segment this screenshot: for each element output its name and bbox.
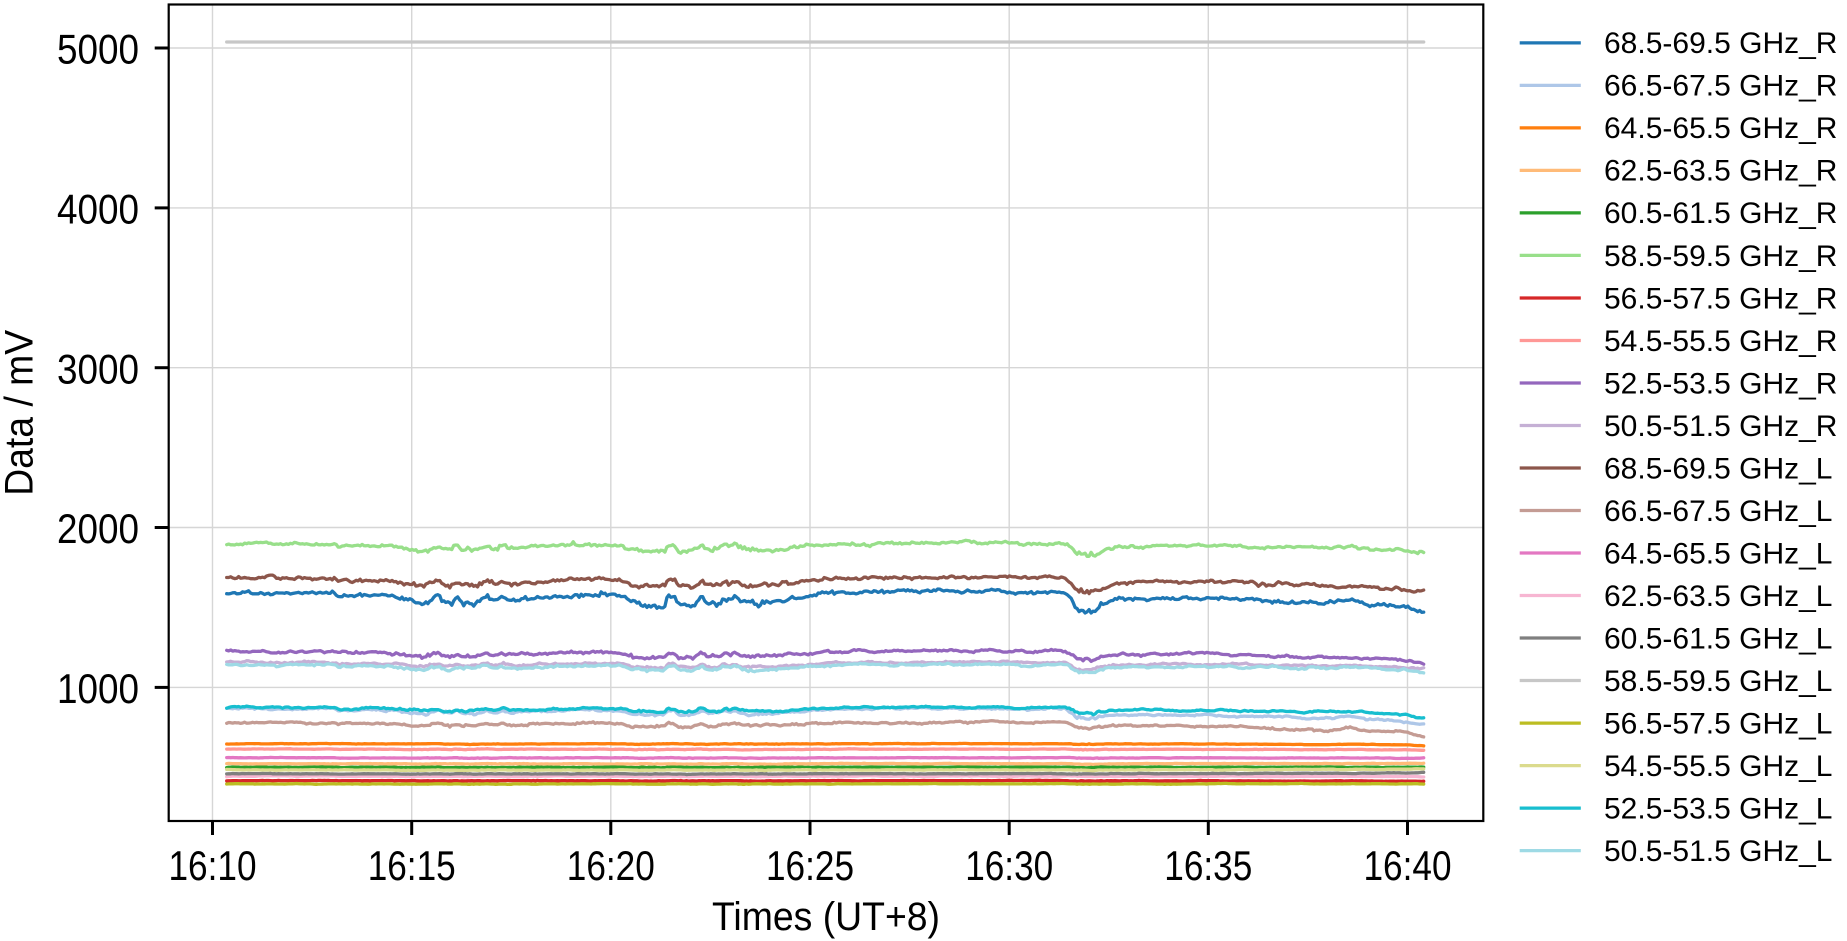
svg-text:16:20: 16:20 bbox=[567, 842, 655, 889]
svg-text:4000: 4000 bbox=[57, 186, 139, 233]
svg-text:60.5-61.5 GHz_R: 60.5-61.5 GHz_R bbox=[1604, 197, 1837, 230]
svg-text:56.5-57.5 GHz_L: 56.5-57.5 GHz_L bbox=[1604, 707, 1832, 740]
svg-text:16:15: 16:15 bbox=[368, 842, 456, 889]
svg-text:64.5-65.5 GHz_L: 64.5-65.5 GHz_L bbox=[1604, 537, 1832, 570]
svg-text:1000: 1000 bbox=[57, 665, 139, 712]
svg-text:66.5-67.5 GHz_R: 66.5-67.5 GHz_R bbox=[1604, 70, 1837, 103]
svg-text:56.5-57.5 GHz_R: 56.5-57.5 GHz_R bbox=[1604, 282, 1837, 315]
svg-text:52.5-53.5 GHz_L: 52.5-53.5 GHz_L bbox=[1604, 792, 1832, 825]
svg-text:58.5-59.5 GHz_L: 58.5-59.5 GHz_L bbox=[1604, 665, 1832, 698]
svg-text:64.5-65.5 GHz_R: 64.5-65.5 GHz_R bbox=[1604, 112, 1837, 145]
svg-text:50.5-51.5 GHz_L: 50.5-51.5 GHz_L bbox=[1604, 835, 1832, 868]
svg-text:2000: 2000 bbox=[57, 505, 139, 552]
svg-text:60.5-61.5 GHz_L: 60.5-61.5 GHz_L bbox=[1604, 622, 1832, 655]
svg-text:16:30: 16:30 bbox=[965, 842, 1053, 889]
svg-text:52.5-53.5 GHz_R: 52.5-53.5 GHz_R bbox=[1604, 367, 1837, 400]
svg-text:54.5-55.5 GHz_L: 54.5-55.5 GHz_L bbox=[1604, 750, 1832, 783]
svg-text:16:35: 16:35 bbox=[1164, 842, 1252, 889]
svg-text:Times (UT+8): Times (UT+8) bbox=[712, 895, 940, 939]
svg-text:50.5-51.5 GHz_R: 50.5-51.5 GHz_R bbox=[1604, 410, 1837, 443]
svg-text:62.5-63.5 GHz_L: 62.5-63.5 GHz_L bbox=[1604, 580, 1832, 613]
svg-text:16:40: 16:40 bbox=[1364, 842, 1452, 889]
svg-text:16:25: 16:25 bbox=[766, 842, 854, 889]
svg-text:62.5-63.5 GHz_R: 62.5-63.5 GHz_R bbox=[1604, 155, 1837, 188]
svg-text:16:10: 16:10 bbox=[169, 842, 257, 889]
svg-text:Data / mV: Data / mV bbox=[0, 330, 42, 496]
svg-text:54.5-55.5 GHz_R: 54.5-55.5 GHz_R bbox=[1604, 325, 1837, 358]
svg-text:66.5-67.5 GHz_L: 66.5-67.5 GHz_L bbox=[1604, 495, 1832, 528]
svg-text:68.5-69.5 GHz_L: 68.5-69.5 GHz_L bbox=[1604, 452, 1832, 485]
svg-text:3000: 3000 bbox=[57, 345, 139, 392]
svg-text:5000: 5000 bbox=[57, 26, 139, 73]
svg-text:68.5-69.5 GHz_R: 68.5-69.5 GHz_R bbox=[1604, 27, 1837, 60]
svg-text:58.5-59.5 GHz_R: 58.5-59.5 GHz_R bbox=[1604, 240, 1837, 273]
